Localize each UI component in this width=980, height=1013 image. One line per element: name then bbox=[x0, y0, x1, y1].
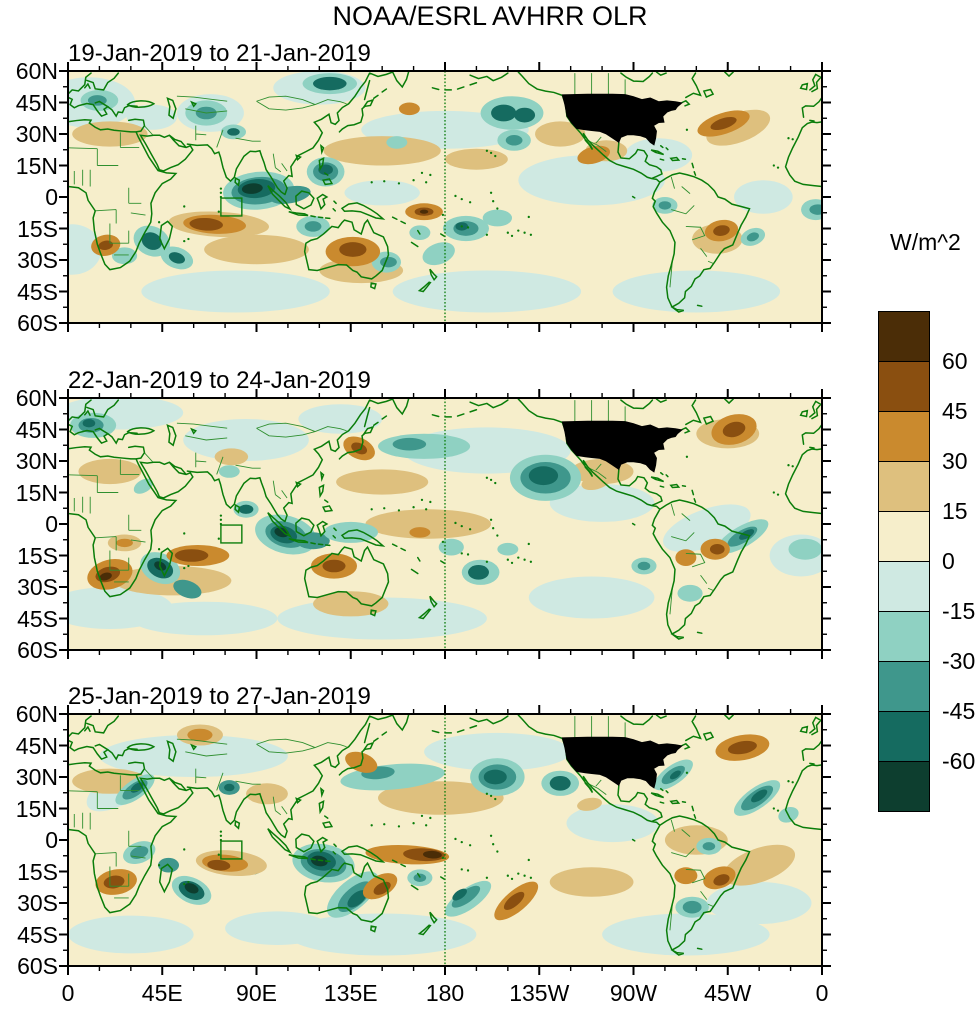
lon-tick-label: 180 bbox=[425, 980, 465, 1006]
lat-tick-label: 15N bbox=[15, 152, 58, 179]
lat-tick-label: 45N bbox=[15, 89, 58, 116]
colorbar-unit-label: W/m^2 bbox=[890, 229, 961, 255]
map-canvas-2 bbox=[68, 398, 822, 650]
lon-tick-label: 90W bbox=[609, 980, 658, 1006]
colorbar-tick-label: 15 bbox=[942, 498, 968, 524]
lat-tick-label: 15S bbox=[17, 542, 58, 569]
lat-tick-label: 45S bbox=[17, 921, 58, 948]
colorbar-cell bbox=[878, 461, 930, 512]
colorbar-cell bbox=[878, 711, 930, 762]
lat-tick-label: 0 bbox=[45, 511, 58, 537]
colorbar-cell bbox=[878, 561, 930, 612]
lat-tick-label: 30N bbox=[15, 448, 58, 474]
lat-tick-label: 60N bbox=[15, 58, 58, 84]
lon-tick-label: 0 bbox=[815, 980, 829, 1006]
lon-tick-label: 135E bbox=[323, 980, 378, 1006]
lon-tick-label: 90E bbox=[236, 980, 277, 1006]
lat-tick-label: 15N bbox=[15, 795, 58, 822]
colorbar-tick-label: 45 bbox=[942, 398, 968, 424]
map-canvas-1 bbox=[68, 71, 822, 323]
lat-tick-label: 45N bbox=[15, 416, 58, 443]
lat-tick-label: 60N bbox=[15, 701, 58, 727]
lon-tick-label: 45W bbox=[704, 980, 752, 1006]
colorbar-tick-label: 0 bbox=[942, 548, 955, 574]
lat-axis-labels-3: 60N 45N 30N 15N 0 15S 30S 45S 60S bbox=[0, 701, 58, 979]
lat-tick-label: 45N bbox=[15, 732, 58, 759]
lat-tick-label: 30S bbox=[17, 247, 58, 273]
panel-2-date-range: 22-Jan-2019 to 24-Jan-2019 bbox=[68, 367, 371, 394]
lat-tick-label: 15S bbox=[17, 215, 58, 242]
map-panel-3: 25-Jan-2019 to 27-Jan-2019 60N 45N 30N 15N 0… bbox=[16, 683, 831, 979]
colorbar-tick-label: 60 bbox=[942, 348, 968, 374]
lat-axis-labels-2: 60N 45N 30N 15N 0 15S 30S 45S 60S bbox=[0, 385, 58, 663]
lat-tick-label: 45S bbox=[17, 605, 58, 632]
colorbar bbox=[878, 311, 930, 812]
lat-tick-label: 15N bbox=[15, 479, 58, 506]
lon-axis-labels: 0 45E 90E 135E 180 135W 90W 45W 0 bbox=[62, 980, 829, 1010]
colorbar-tick-label: -15 bbox=[942, 598, 976, 624]
lat-tick-label: 15S bbox=[17, 858, 58, 885]
figure-title: NOAA/ESRL AVHRR OLR bbox=[332, 1, 648, 31]
lat-tick-label: 60S bbox=[17, 637, 58, 663]
panel-1-date-range: 19-Jan-2019 to 21-Jan-2019 bbox=[68, 40, 371, 67]
map-panel-2: 22-Jan-2019 to 24-Jan-2019 60N 45N 30N 15N 0… bbox=[16, 367, 831, 663]
lat-tick-label: 0 bbox=[45, 827, 58, 853]
lat-axis-labels-1: 60N 45N 30N 15N 0 15S 30S 45S 60S bbox=[0, 58, 58, 336]
lat-tick-label: 60S bbox=[17, 310, 58, 336]
colorbar-cell bbox=[878, 411, 930, 462]
colorbar-cell bbox=[878, 611, 930, 662]
map-canvas-3 bbox=[68, 714, 822, 966]
lon-tick-label: 45E bbox=[141, 980, 183, 1006]
panel-3-date-range: 25-Jan-2019 to 27-Jan-2019 bbox=[68, 683, 371, 710]
lat-tick-label: 60S bbox=[17, 953, 58, 979]
colorbar-tick-label: -60 bbox=[942, 748, 976, 774]
lat-tick-label: 0 bbox=[45, 184, 58, 210]
colorbar-tick-label: -45 bbox=[942, 698, 976, 724]
lat-tick-label: 30S bbox=[17, 574, 58, 600]
colorbar-cell bbox=[878, 361, 930, 412]
colorbar-cell bbox=[878, 761, 930, 812]
colorbar-tick-label: -30 bbox=[942, 648, 976, 674]
lat-tick-label: 30S bbox=[17, 890, 58, 916]
lon-tick-label: 135W bbox=[509, 980, 570, 1006]
colorbar-cell bbox=[878, 311, 930, 362]
lat-tick-label: 30N bbox=[15, 764, 58, 790]
lon-tick-label: 0 bbox=[61, 980, 75, 1006]
lat-tick-label: 45S bbox=[17, 278, 58, 305]
colorbar-cell bbox=[878, 661, 930, 712]
map-panel-1: 19-Jan-2019 to 21-Jan-2019 60N 45N 30N 15N 0… bbox=[16, 40, 831, 336]
lat-tick-label: 60N bbox=[15, 385, 58, 411]
colorbar-cell bbox=[878, 511, 930, 562]
colorbar-tick-label: 30 bbox=[942, 448, 968, 474]
lat-tick-label: 30N bbox=[15, 121, 58, 147]
